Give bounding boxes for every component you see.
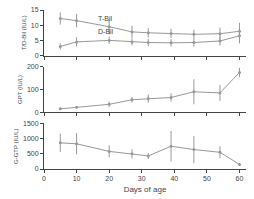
- svg-text:5: 5: [35, 37, 39, 44]
- svg-text:GPT (IU/L): GPT (IU/L): [17, 75, 23, 104]
- svg-text:1500: 1500: [23, 120, 39, 127]
- svg-text:200: 200: [27, 63, 39, 70]
- svg-text:D-Bil: D-Bil: [98, 28, 114, 35]
- svg-text:40: 40: [170, 175, 178, 182]
- svg-text:T-Bil: T-Bil: [98, 15, 112, 22]
- svg-text:10: 10: [31, 22, 39, 29]
- svg-text:G-GTP (IU/L): G-GTP (IU/L): [13, 128, 19, 164]
- svg-text:Days of age: Days of age: [124, 185, 167, 194]
- svg-text:1000: 1000: [23, 135, 39, 142]
- svg-text:15: 15: [31, 6, 39, 13]
- svg-text:60: 60: [236, 175, 244, 182]
- svg-text:0: 0: [35, 165, 39, 172]
- svg-text:500: 500: [27, 150, 39, 157]
- svg-text:T/D-Bil (IU/L): T/D-Bil (IU/L): [21, 15, 27, 50]
- svg-text:0: 0: [42, 175, 46, 182]
- svg-text:30: 30: [138, 175, 146, 182]
- svg-text:20: 20: [105, 175, 113, 182]
- svg-text:0: 0: [35, 109, 39, 116]
- svg-text:10: 10: [73, 175, 81, 182]
- svg-text:0: 0: [35, 52, 39, 59]
- svg-text:100: 100: [27, 86, 39, 93]
- svg-text:50: 50: [203, 175, 211, 182]
